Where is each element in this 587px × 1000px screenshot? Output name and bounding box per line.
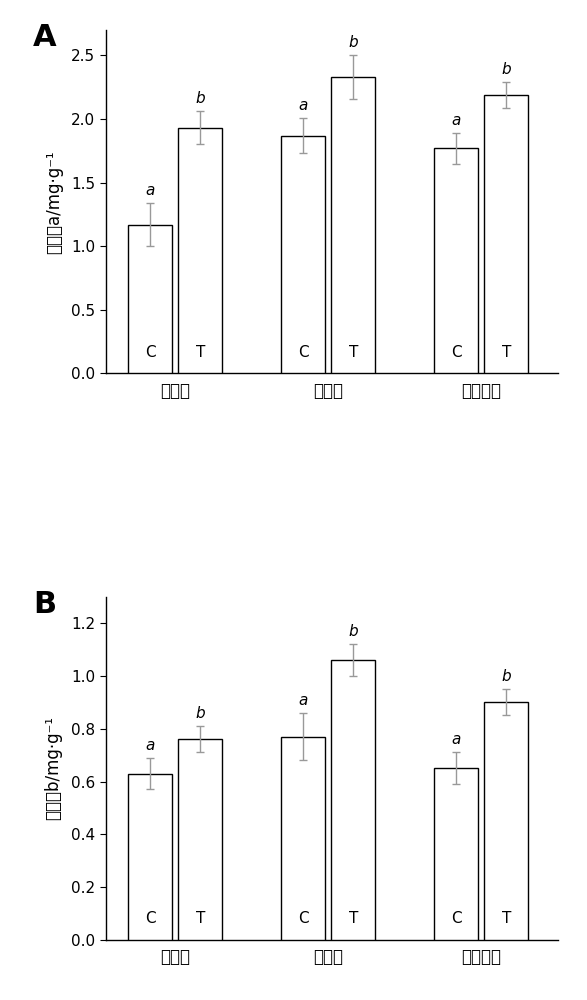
Text: C: C (145, 911, 156, 926)
Text: C: C (298, 345, 308, 360)
Text: C: C (145, 345, 156, 360)
Bar (128, 225, 173, 373)
Bar (484, 95, 528, 373)
Text: b: b (501, 669, 511, 684)
Text: A: A (33, 23, 57, 52)
Y-axis label: 叶绿素b/mg·g⁻¹: 叶绿素b/mg·g⁻¹ (45, 716, 63, 820)
Text: a: a (146, 738, 155, 753)
Text: a: a (298, 98, 308, 113)
Text: a: a (146, 183, 155, 198)
Bar (178, 128, 222, 373)
Bar (484, 702, 528, 940)
Text: a: a (451, 113, 461, 128)
Text: a: a (451, 732, 461, 747)
Text: T: T (195, 911, 205, 926)
Text: C: C (451, 345, 461, 360)
Bar (331, 660, 376, 940)
Text: a: a (298, 693, 308, 708)
Text: T: T (195, 345, 205, 360)
Y-axis label: 叶绿素a/mg·g⁻¹: 叶绿素a/mg·g⁻¹ (45, 150, 63, 254)
Text: b: b (349, 624, 358, 639)
Text: C: C (451, 911, 461, 926)
Text: T: T (349, 345, 358, 360)
Text: b: b (501, 62, 511, 77)
Bar (281, 737, 325, 940)
Bar (178, 739, 222, 940)
Bar (331, 77, 376, 373)
Text: T: T (501, 911, 511, 926)
Text: T: T (349, 911, 358, 926)
Bar (434, 148, 478, 373)
Text: C: C (298, 911, 308, 926)
Bar (128, 774, 173, 940)
Bar (434, 768, 478, 940)
Bar (281, 136, 325, 373)
Text: b: b (349, 35, 358, 50)
Text: B: B (33, 590, 56, 619)
Text: b: b (195, 706, 205, 721)
Text: b: b (195, 91, 205, 106)
Text: T: T (501, 345, 511, 360)
